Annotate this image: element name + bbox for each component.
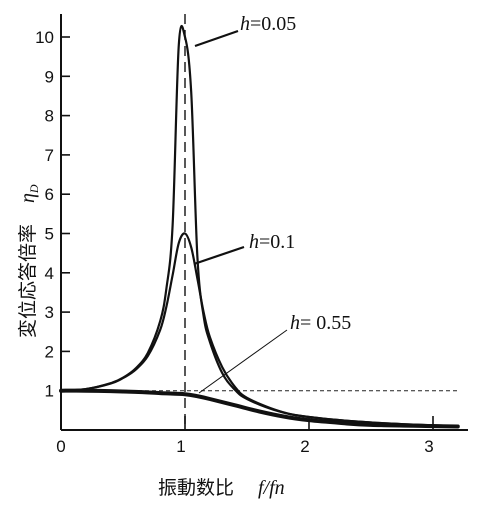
y-tick-label: 9 [45, 67, 54, 86]
leader-line-h005 [194, 29, 239, 48]
series-line-h005 [59, 25, 459, 427]
leader-line-h01 [193, 245, 245, 266]
y-tick-label: 1 [45, 382, 54, 401]
y-tick-label: 7 [45, 146, 54, 165]
y-tick-label: 2 [45, 342, 54, 361]
y-tick-label: 10 [35, 28, 54, 47]
x-tick-label: 0 [56, 437, 65, 456]
y-tick-label: 3 [45, 303, 54, 322]
x-tick-label: 1 [176, 437, 185, 456]
series-line-h01 [59, 232, 459, 427]
curve-label-h005-var: h [240, 13, 250, 35]
y-axis-title-main: 変位応答倍率 [17, 224, 39, 338]
curve-label-h01-var: h [249, 231, 259, 253]
y-ticks: 1 2 3 4 5 6 7 8 9 10 [35, 28, 70, 401]
y-axis-title-math: ηD [17, 184, 41, 203]
x-axis-title-main: 振動数比 [158, 477, 234, 499]
curve-label-h005-eq: =0.05 [250, 13, 296, 35]
x-axis-title-math: f/fn [258, 477, 285, 499]
series-line-h055 [59, 388, 460, 429]
curve-label-h055-var: h [290, 312, 300, 334]
curves [59, 25, 460, 429]
x-tick-label: 3 [424, 437, 433, 456]
y-tick-label: 5 [45, 225, 54, 244]
y-axis-title-sub: D [27, 184, 41, 194]
curve-label-h01: h=0.1 [249, 231, 295, 253]
curve-label-h01-eq: =0.1 [259, 231, 295, 253]
leader-line-h055 [198, 329, 288, 394]
y-axis-title-eta: η [17, 193, 39, 203]
y-tick-label: 8 [45, 107, 54, 126]
curve-label-h055-eq: = 0.55 [300, 312, 351, 334]
curve-label-h055: h= 0.55 [290, 312, 351, 334]
x-tick-label: 2 [300, 437, 309, 456]
y-tick-label: 4 [45, 264, 54, 283]
curve-label-h005: h=0.05 [240, 13, 296, 35]
y-tick-label: 6 [45, 185, 54, 204]
y-axis-title: 変位応答倍率 ηD [17, 184, 41, 338]
